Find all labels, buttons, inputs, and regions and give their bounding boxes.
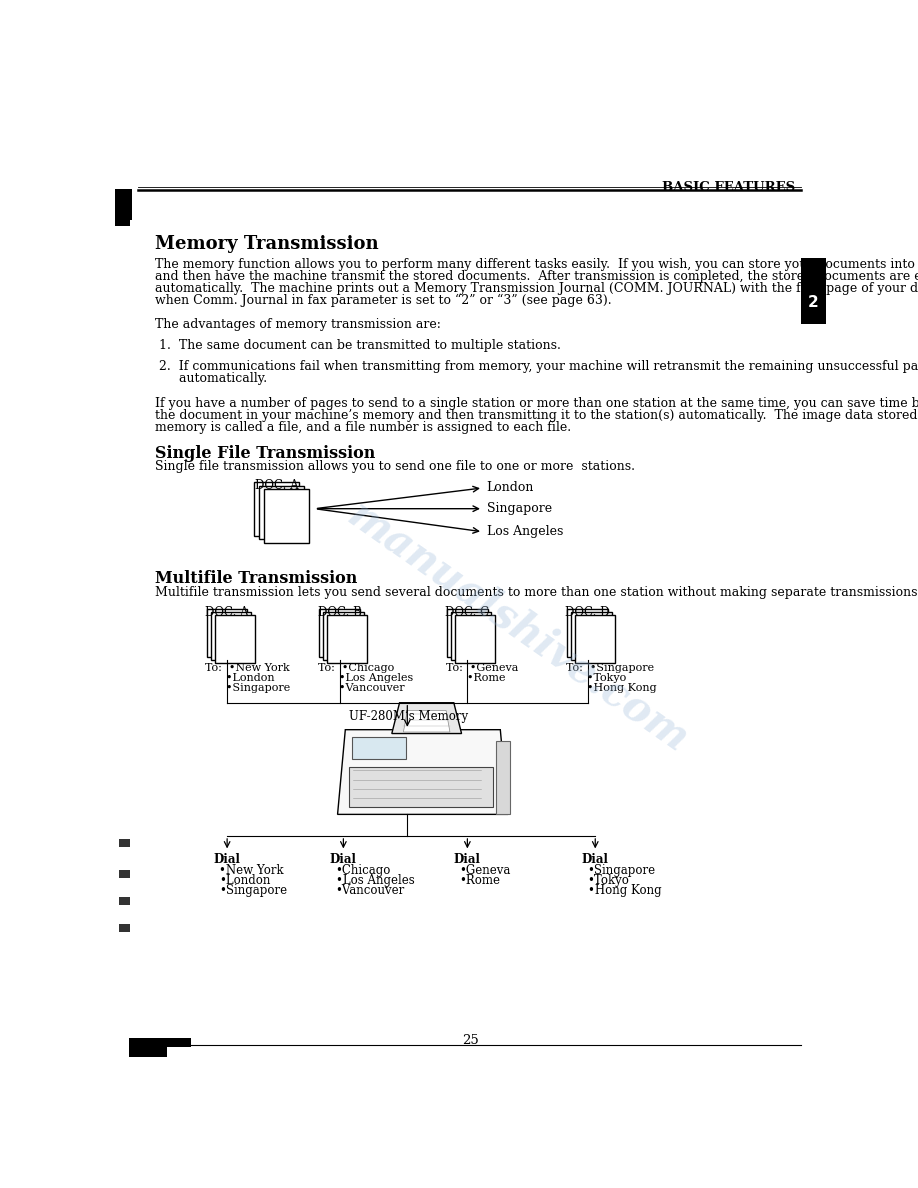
Text: 2.  If communications fail when transmitting from memory, your machine will retr: 2. If communications fail when transmitt…: [159, 360, 918, 373]
Text: •London: •London: [206, 672, 275, 683]
Text: The memory function allows you to perform many different tasks easily.  If you w: The memory function allows you to perfor…: [155, 258, 918, 271]
Text: •Singapore: •Singapore: [588, 864, 655, 877]
Text: DOC. A: DOC. A: [255, 479, 298, 492]
Bar: [115, 189, 132, 220]
Text: Multifile transmission lets you send several documents to more than one station : Multifile transmission lets you send sev…: [155, 586, 918, 599]
Bar: [263, 489, 308, 543]
Bar: [455, 615, 496, 663]
Bar: [567, 608, 608, 657]
Bar: [451, 612, 491, 659]
Text: Dial: Dial: [453, 853, 480, 866]
Text: •Vancouver: •Vancouver: [318, 683, 405, 693]
Bar: [259, 486, 304, 539]
Text: •Geneva: •Geneva: [460, 864, 511, 877]
Text: 25: 25: [462, 1035, 479, 1047]
Bar: [129, 1042, 167, 1057]
Text: UF-280M’s Memory: UF-280M’s Memory: [349, 710, 468, 723]
Bar: [319, 608, 360, 657]
Text: •Tokyo: •Tokyo: [588, 873, 630, 886]
Text: •Hong Kong: •Hong Kong: [588, 884, 661, 897]
Text: •New York: •New York: [219, 864, 284, 877]
Text: manualshive.com: manualshive.com: [340, 494, 696, 762]
Bar: [323, 612, 364, 659]
Text: •Los Angeles: •Los Angeles: [336, 873, 414, 886]
Text: Dial: Dial: [330, 853, 356, 866]
Text: To:  •Geneva: To: •Geneva: [445, 663, 518, 672]
Text: •Vancouver: •Vancouver: [336, 884, 405, 897]
Text: automatically.  The machine prints out a Memory Transmission Journal (COMM. JOUR: automatically. The machine prints out a …: [155, 282, 918, 295]
Bar: [118, 840, 130, 847]
Text: and then have the machine transmit the stored documents.  After transmission is : and then have the machine transmit the s…: [155, 270, 918, 283]
Text: London: London: [487, 481, 534, 494]
Text: If you have a number of pages to send to a single station or more than one stati: If you have a number of pages to send to…: [155, 397, 918, 410]
Text: automatically.: automatically.: [159, 372, 267, 385]
Text: •London: •London: [219, 873, 271, 886]
Text: DOC. A: DOC. A: [206, 606, 249, 619]
Text: •Tokyo: •Tokyo: [565, 672, 626, 683]
Text: •Chicago: •Chicago: [336, 864, 391, 877]
Text: •Hong Kong: •Hong Kong: [565, 683, 656, 693]
Text: Singapore: Singapore: [487, 503, 552, 516]
Bar: [349, 766, 493, 807]
Bar: [118, 897, 130, 905]
Text: BASIC FEATURES: BASIC FEATURES: [662, 181, 795, 194]
Text: •Los Angeles: •Los Angeles: [318, 672, 413, 683]
Text: The advantages of memory transmission are:: The advantages of memory transmission ar…: [155, 318, 441, 331]
Text: Los Angeles: Los Angeles: [487, 525, 563, 538]
Text: memory is called a file, and a file number is assigned to each file.: memory is called a file, and a file numb…: [155, 421, 571, 434]
Bar: [800, 258, 826, 323]
Text: To:  •New York: To: •New York: [206, 663, 290, 672]
Text: To:  •Chicago: To: •Chicago: [318, 663, 394, 672]
Text: Single file transmission allows you to send one file to one or more  stations.: Single file transmission allows you to s…: [155, 460, 635, 473]
Bar: [211, 612, 252, 659]
Text: 1.  The same document can be transmitted to multiple stations.: 1. The same document can be transmitted …: [159, 340, 561, 353]
Bar: [575, 615, 615, 663]
Bar: [254, 482, 299, 536]
Text: 2: 2: [808, 295, 819, 310]
Bar: [571, 612, 611, 659]
Text: •Rome: •Rome: [460, 873, 500, 886]
Bar: [447, 608, 487, 657]
Bar: [129, 1038, 191, 1048]
Text: DOC. D: DOC. D: [565, 606, 610, 619]
Text: DOC. B: DOC. B: [318, 606, 362, 619]
Bar: [118, 870, 130, 878]
Text: DOC. C: DOC. C: [445, 606, 489, 619]
Text: •Singapore: •Singapore: [219, 884, 287, 897]
Text: •Rome: •Rome: [445, 672, 505, 683]
Text: Multifile Transmission: Multifile Transmission: [155, 570, 357, 587]
Polygon shape: [338, 729, 508, 815]
Text: Dial: Dial: [213, 853, 240, 866]
Text: Single File Transmission: Single File Transmission: [155, 444, 375, 462]
Bar: [352, 738, 406, 759]
Text: Memory Transmission: Memory Transmission: [155, 235, 379, 253]
Polygon shape: [392, 703, 462, 733]
Polygon shape: [403, 710, 450, 732]
Bar: [118, 924, 130, 931]
Text: To:  •Singapore: To: •Singapore: [565, 663, 654, 672]
Bar: [115, 194, 130, 226]
Text: the document in your machine’s memory and then transmitting it to the station(s): the document in your machine’s memory an…: [155, 409, 918, 422]
Text: •Singapore: •Singapore: [206, 683, 291, 693]
Bar: [215, 615, 255, 663]
Bar: [207, 608, 247, 657]
Bar: [327, 615, 367, 663]
Text: Dial: Dial: [581, 853, 609, 866]
Text: when Comm. Journal in fax parameter is set to “2” or “3” (see page 63).: when Comm. Journal in fax parameter is s…: [155, 293, 611, 308]
Bar: [497, 741, 510, 815]
